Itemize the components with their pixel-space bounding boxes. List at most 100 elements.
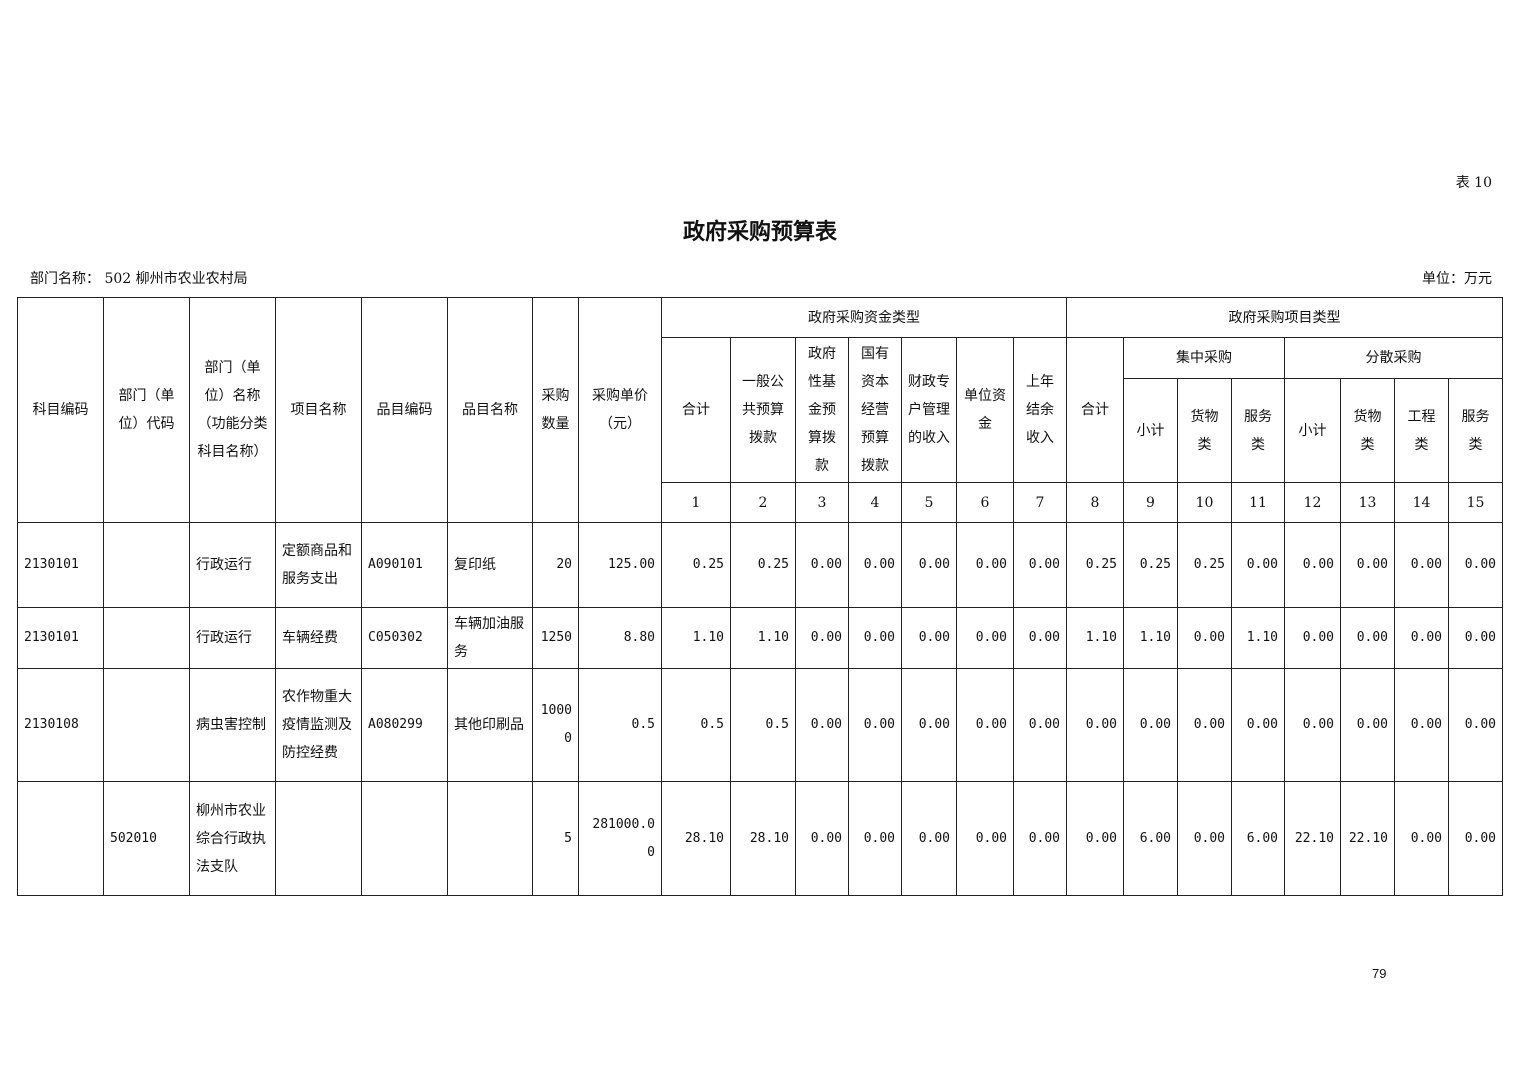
header-row: 1 2 3 4 5 6 7 8 9 10 11 12 13 14 15 — [18, 482, 1503, 523]
table-cell: 0.00 — [848, 522, 902, 608]
page-title: 政府采购预算表 — [682, 219, 837, 245]
column-number: 13 — [1340, 482, 1395, 523]
column-number: 12 — [1284, 482, 1341, 523]
table-cell: 0.25 — [661, 522, 731, 608]
centralized-header: 集中采购 — [1123, 336, 1285, 380]
table-cell: 8.80 — [578, 607, 662, 669]
table-cell: 其他印刷品 — [447, 668, 533, 782]
table-cell: 6.00 — [1231, 781, 1285, 896]
subject-code-header: 科目编码 — [17, 297, 104, 523]
table-cell: 0.00 — [1123, 668, 1178, 782]
table-cell: 0.25 — [730, 522, 796, 608]
table-cell: 0.00 — [1394, 607, 1449, 669]
table-cell: 0.5 — [730, 668, 796, 782]
table-cell — [275, 781, 362, 896]
table-cell: 1250 — [532, 607, 579, 669]
table-cell: 0.5 — [578, 668, 662, 782]
table-cell: 0.00 — [901, 607, 957, 669]
table-row: 502010 柳州市农业综合行政执法支队 5 281000.00 28.10 28.10 0… — [17, 781, 1503, 896]
table-cell: A090101 — [361, 522, 448, 608]
column-number: 15 — [1448, 482, 1503, 523]
table-cell: 125.00 — [578, 522, 662, 608]
table-cell: 行政运行 — [189, 522, 276, 608]
item-code-header: 品目编码 — [361, 297, 448, 523]
table-cell: 28.10 — [661, 781, 731, 896]
quantity-header: 采购数量 — [532, 297, 579, 523]
table-cell: 柳州市农业综合行政执法支队 — [189, 781, 276, 896]
table-cell: 2130101 — [17, 607, 104, 669]
table-cell: 0.00 — [1013, 781, 1067, 896]
centralized-col-header: 服务类 — [1231, 378, 1285, 483]
table-cell: 1.10 — [661, 607, 731, 669]
table-cell: 0.00 — [848, 781, 902, 896]
decentralized-col-header: 工程类 — [1394, 378, 1449, 483]
table-cell: 0.00 — [848, 668, 902, 782]
table-cell: 0.00 — [795, 781, 849, 896]
table-cell: 0.00 — [1066, 781, 1124, 896]
column-number: 7 — [1013, 482, 1067, 523]
table-cell: 1.10 — [1231, 607, 1285, 669]
table-cell: 0.5 — [661, 668, 731, 782]
table-cell: 0.00 — [1177, 668, 1232, 782]
table-cell: 2130108 — [17, 668, 104, 782]
dept-name-header: 部门（单位）名称（功能分类科目名称） — [189, 297, 276, 523]
table-cell: 0.00 — [1013, 668, 1067, 782]
table-cell: 复印纸 — [447, 522, 533, 608]
table-cell: 行政运行 — [189, 607, 276, 669]
table-cell: 农作物重大疫情监测及防控经费 — [275, 668, 362, 782]
table-cell: 10000 — [532, 668, 579, 782]
table-row: 2130101 行政运行 定额商品和服务支出 A090101 复印纸 20 125.00 0.… — [17, 522, 1503, 608]
fund-type-header: 政府采购资金类型 — [661, 297, 1067, 338]
table-row: 2130101 行政运行 车辆经费 C050302 车辆加油服务 1250 8.80 1.10… — [17, 607, 1503, 669]
table-cell: 502010 — [103, 781, 190, 896]
table-cell: 0.00 — [1177, 781, 1232, 896]
fund-col-header: 财政专户管理的收入 — [901, 337, 957, 483]
decentralized-col-header: 服务类 — [1448, 378, 1503, 483]
department-name: 部门名称： 502 柳州市农业农村局 — [30, 271, 248, 287]
fund-col-header: 一般公共预算拨款 — [730, 337, 796, 483]
table-cell: 1.10 — [1123, 607, 1178, 669]
column-number: 6 — [956, 482, 1014, 523]
table-cell: 0.00 — [1177, 607, 1232, 669]
table-cell: 0.00 — [1340, 607, 1395, 669]
table-cell: 0.00 — [795, 607, 849, 669]
table-cell — [103, 522, 190, 608]
table-cell: 0.00 — [1448, 607, 1503, 669]
table-cell: A080299 — [361, 668, 448, 782]
column-number: 2 — [730, 482, 796, 523]
table-cell: 0.00 — [1448, 522, 1503, 608]
table-cell — [103, 668, 190, 782]
project-total-header: 合计 — [1066, 337, 1124, 483]
project-type-header: 政府采购项目类型 — [1066, 297, 1503, 338]
table-cell: 0.00 — [956, 607, 1014, 669]
procurement-budget-table: 科目编码 部门（单位）代码 部门（单位）名称（功能分类科目名称） 项目名称 品目编码 品目… — [17, 297, 1503, 896]
table-cell: 0.00 — [848, 607, 902, 669]
project-name-header: 项目名称 — [275, 297, 362, 523]
table-cell: 0.00 — [1066, 668, 1124, 782]
table-cell: 0.00 — [1394, 781, 1449, 896]
dept-code-header: 部门（单位）代码 — [103, 297, 190, 523]
table-cell: C050302 — [361, 607, 448, 669]
unit-price-header: 采购单价（元） — [578, 297, 662, 523]
centralized-col-header: 货物类 — [1177, 378, 1232, 483]
table-cell: 0.00 — [795, 668, 849, 782]
table-cell: 0.00 — [956, 781, 1014, 896]
table-cell: 0.00 — [1448, 781, 1503, 896]
table-cell: 病虫害控制 — [189, 668, 276, 782]
header-row: 小计 货物类 服务类 小计 货物类 工程类 服务类 — [18, 378, 1503, 483]
table-cell: 0.00 — [1394, 668, 1449, 782]
table-cell: 22.10 — [1340, 781, 1395, 896]
table-cell: 6.00 — [1123, 781, 1178, 896]
table-cell: 0.00 — [956, 668, 1014, 782]
column-number: 4 — [848, 482, 902, 523]
table-number: 表 10 — [1455, 175, 1492, 191]
table-cell — [103, 607, 190, 669]
table-cell: 车辆加油服务 — [447, 607, 533, 669]
column-number: 11 — [1231, 482, 1285, 523]
decentralized-col-header: 货物类 — [1340, 378, 1395, 483]
decentralized-header: 分散采购 — [1284, 336, 1503, 380]
table-cell: 定额商品和服务支出 — [275, 522, 362, 608]
table-cell: 0.00 — [1013, 607, 1067, 669]
table-cell: 20 — [532, 522, 579, 608]
table-cell — [361, 781, 448, 896]
